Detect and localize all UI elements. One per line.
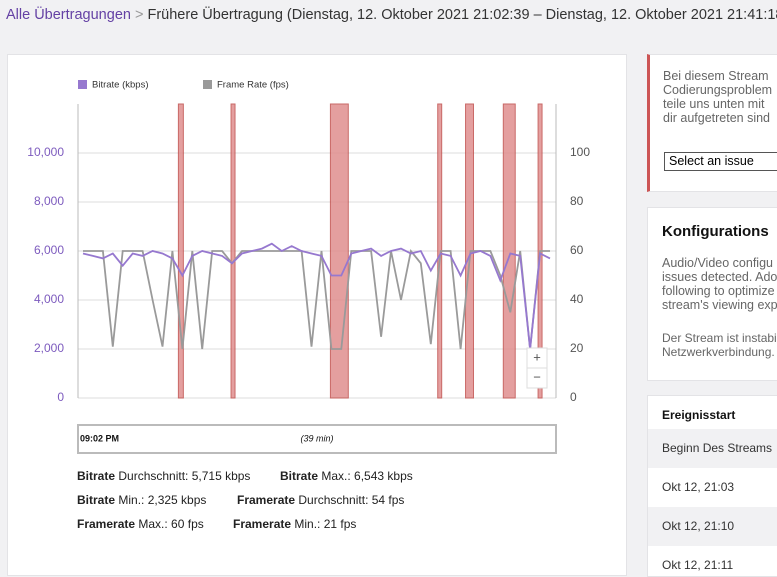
text-line: Codierungsproblem [663,83,773,97]
navigator-start: 09:02 PM [80,433,119,443]
config-title: Konfigurations [662,223,769,240]
y-tick-label: 10,000 [27,145,64,159]
text-line: dir aufgetreten sind [663,111,771,125]
series-line [82,242,551,350]
events-header: Ereignisstart [648,396,777,435]
legend-label: Frame Rate (fps) [217,80,289,91]
y-tick-label: 8,000 [34,194,64,208]
text-line: Netzwerkverbindung. [662,345,775,359]
stat: Bitrate Durchschnitt: 5,715 kbps [77,469,250,483]
event-row: Okt 12, 21:11 [648,546,777,576]
stat-value: Min.: 2,325 kbps [118,493,207,507]
y2-tick-label: 100 [570,145,590,159]
stat: Bitrate Max.: 6,543 kbps [280,469,413,483]
stat-label: Bitrate [280,469,319,483]
issue-band [177,103,184,399]
y2-tick-label: 60 [570,243,584,257]
navigator[interactable] [77,424,557,454]
y-tick-label: 2,000 [34,341,64,355]
zoom-button[interactable] [526,367,548,389]
stat-value: Durchschnitt: 54 fps [298,493,405,507]
issue-band [502,103,516,399]
stat-label: Framerate [77,517,136,531]
issue-band [329,103,349,399]
breadcrumb-current: Frühere Übertragung (Dienstag, 12. Oktob… [147,7,777,23]
text-line: Bei diesem Stream [663,69,769,83]
text-line: Audio/Video configu [662,256,773,270]
stat-label: Bitrate [77,469,116,483]
issue-select[interactable]: Select an issue [664,152,777,171]
breadcrumb-separator: > [134,7,144,23]
stat: Framerate Durchschnitt: 54 fps [237,493,404,507]
stat: Framerate Max.: 60 fps [77,517,204,531]
text-line: Der Stream ist instabi [662,331,777,345]
event-row: Okt 12, 21:10 [648,507,777,546]
config-text: Audio/Video configu issues detected. Ado… [662,256,777,312]
y2-tick-label: 0 [570,390,577,404]
legend-label: Bitrate (kbps) [92,80,149,91]
issue-band [230,103,236,399]
breadcrumb-link[interactable]: Alle Übertragungen [6,7,131,23]
text-line: stream's viewing exp [662,298,777,312]
y2-tick-label: 80 [570,194,584,208]
text-line: issues detected. Ado [662,270,777,284]
zoom-label: − [533,369,541,384]
y-tick-label: 4,000 [34,292,64,306]
page: Alle Übertragungen > Frühere Übertragung… [6,7,777,577]
config-panel: Konfigurations Audio/Video configu issue… [647,207,777,381]
zoom-label: + [533,349,541,364]
y-tick-label: 6,000 [34,243,64,257]
stat-label: Framerate [237,493,296,507]
event-row: Beginn Des Streams [648,429,777,468]
y2-tick-label: 20 [570,341,584,355]
legend-swatch [78,80,87,89]
breadcrumb: Alle Übertragungen > Frühere Übertragung… [6,7,777,23]
events-panel: Ereignisstart Beginn Des Streams Okt 12,… [647,395,777,577]
y2-tick-label: 40 [570,292,584,306]
navigator-duration: (39 min) [300,433,333,443]
stat-value: Min.: 21 fps [294,517,357,531]
legend-swatch [203,80,212,89]
event-row: Okt 12, 21:03 [648,468,777,507]
stat-value: Max.: 6,543 kbps [321,469,413,483]
y-tick-label: 0 [57,390,64,404]
issue-text: Bei diesem Stream Codierungsproblem teil… [663,69,772,125]
config-text: Der Stream ist instabi Netzwerkverbindun… [662,331,777,359]
stat-value: Durchschnitt: 5,715 kbps [118,469,251,483]
stat: Bitrate Min.: 2,325 kbps [77,493,206,507]
text-line: teile uns unten mit [663,97,765,111]
stat-value: Max.: 60 fps [138,517,204,531]
stat-label: Framerate [233,517,292,531]
stat-label: Bitrate [77,493,116,507]
issue-panel: Bei diesem Stream Codierungsproblem teil… [647,54,777,192]
chart: 0 2,000 4,000 6,000 8,000 10,000 0 20 40 60 80 100 B… [27,80,590,454]
text-line: following to optimize [662,284,775,298]
series-line [83,248,550,350]
stat: Framerate Min.: 21 fps [233,517,356,531]
